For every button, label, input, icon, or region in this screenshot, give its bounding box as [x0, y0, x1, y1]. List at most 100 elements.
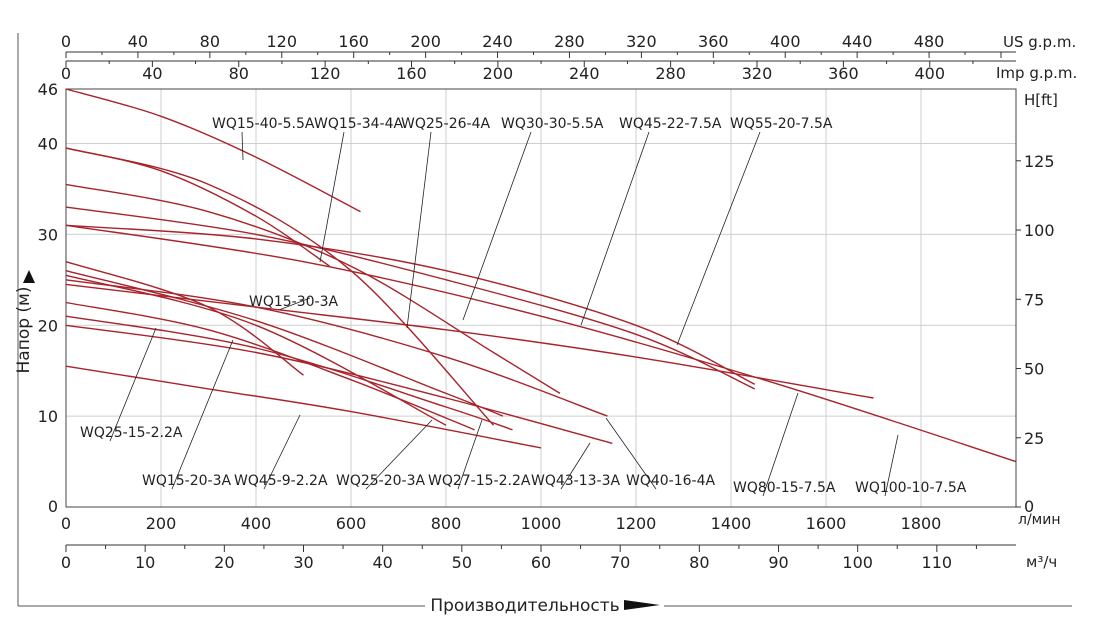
impgpm-tick-label: 360 — [828, 64, 859, 83]
impgpm-tick-label: 400 — [914, 64, 945, 83]
grid — [66, 89, 1016, 507]
head-ft-tick-label: 0 — [1024, 497, 1034, 516]
m3h-tick-label: 20 — [214, 553, 234, 572]
impgpm-tick-label: 200 — [483, 64, 514, 83]
m3h-tick-label: 80 — [689, 553, 709, 572]
pump-curve — [65, 365, 542, 449]
curve-label: WQ55-20-7.5A — [730, 116, 833, 132]
head-ft-axis: 0 25 50 75 100 125 — [1016, 152, 1055, 516]
head-m-tick-label: 10 — [38, 407, 58, 426]
curve-label-leader — [884, 434, 899, 497]
head-m-tick-label: 30 — [38, 225, 58, 244]
lmin-unit-label: л/мин — [1018, 512, 1060, 528]
curve-label-leader — [462, 131, 532, 321]
m3h-tick-label: 60 — [531, 553, 551, 572]
usgpm-tick-label: 240 — [482, 32, 513, 51]
pump-curve — [65, 270, 504, 417]
usgpm-tick-label: 200 — [410, 32, 441, 51]
curve-label-leader — [406, 131, 432, 329]
usgpm-tick-label: 440 — [842, 32, 873, 51]
pump-curve — [65, 283, 874, 399]
m3h-tick-label: 70 — [610, 553, 630, 572]
usgpm-tick-label: 360 — [698, 32, 729, 51]
m3h-tick-label: 30 — [293, 553, 313, 572]
pump-curve — [65, 147, 330, 267]
m3h-unit-label: м³/ч — [1026, 553, 1057, 571]
head-ft-tick-label: 50 — [1024, 360, 1044, 379]
head-m-tick-label: 46 — [38, 80, 58, 99]
impgpm-tick-label: 280 — [655, 64, 686, 83]
curve-label-leader — [457, 419, 483, 490]
curve-label: WQ45-22-7.5A — [619, 116, 722, 132]
m3h-tick-label: 100 — [842, 553, 873, 572]
pump-curve — [65, 206, 756, 390]
curve-label-leader — [365, 419, 433, 490]
impgpm-tick-label: 120 — [310, 64, 341, 83]
m3h-tick-label: 90 — [768, 553, 788, 572]
m3h-tick-label: 10 — [135, 553, 155, 572]
impgpm-tick-label: 240 — [569, 64, 600, 83]
pump-curve — [65, 224, 756, 385]
impgpm-tick-label: 40 — [142, 64, 162, 83]
lmin-tick-label: 600 — [336, 514, 367, 533]
y-axis-arrow-icon — [23, 270, 35, 283]
y-axis-title: Напор (м) — [14, 286, 34, 373]
curve-label: WQ25-15-2.2A — [80, 425, 183, 441]
usgpm-tick-label: 280 — [554, 32, 585, 51]
head-ft-tick-label: 25 — [1024, 429, 1044, 448]
curve-label: WQ25-20-3A — [336, 473, 426, 489]
lmin-tick-label: 0 — [61, 514, 71, 533]
impgpm-tick-label: 320 — [742, 64, 773, 83]
curve-label-leader — [605, 417, 657, 490]
lmin-axis: 0 200 400 600 800 1000 1200 1400 1600 1800 — [61, 514, 941, 533]
m3h-tick-label: 0 — [61, 553, 71, 572]
impgpm-unit-label: Imp g.p.m. — [996, 64, 1077, 82]
curve-label: WQ45-9-2.2A — [234, 473, 328, 489]
lmin-tick-label: 1000 — [521, 514, 562, 533]
curve-label: WQ25-26-4A — [401, 116, 491, 132]
pump-curve — [65, 301, 475, 431]
lmin-tick-label: 800 — [431, 514, 462, 533]
pump-curve — [65, 279, 608, 417]
curve-label-leader — [241, 131, 244, 161]
usgpm-unit-label: US g.p.m. — [1003, 33, 1076, 51]
curve-label-leader — [560, 442, 591, 490]
curve-label: WQ40-16-4A — [626, 473, 716, 489]
head-m-axis: 0 10 20 30 40 46 — [38, 80, 58, 516]
usgpm-tick-label: 160 — [338, 32, 369, 51]
x-axis-arrow-icon — [624, 600, 660, 610]
curve-label-leader — [319, 131, 345, 263]
lmin-tick-label: 200 — [146, 514, 177, 533]
lmin-tick-label: 1400 — [711, 514, 752, 533]
curve-label: WQ80-15-7.5A — [733, 480, 836, 496]
y-axis-title-group: Напор (м) — [14, 286, 34, 373]
head-m-tick-label: 40 — [38, 135, 58, 154]
x-axis-title: Производительность — [430, 596, 619, 616]
curve-label-leader — [278, 297, 311, 311]
usgpm-tick-label: 400 — [770, 32, 801, 51]
curve-label: WQ27-15-2.2A — [428, 473, 531, 489]
m3h-tick-label: 110 — [922, 553, 953, 572]
curve-label-leader — [263, 414, 301, 490]
outer-frame — [17, 33, 1072, 607]
impgpm-tick-label: 0 — [61, 64, 71, 83]
m3h-axis: 0 10 20 30 40 50 60 70 80 90 100 110 — [61, 545, 977, 572]
pump-curves — [65, 88, 1017, 463]
lmin-tick-label: 1800 — [901, 514, 942, 533]
pump-curve — [65, 183, 561, 394]
curve-label: WQ43-13-3A — [531, 473, 621, 489]
usgpm-axis: 0 40 80 120 160 200 240 280 320 360 400 440 480 — [61, 32, 1002, 58]
curve-label-leader — [676, 131, 761, 346]
pump-curve — [65, 324, 613, 445]
pump-curve — [65, 147, 495, 426]
curve-label-leader — [109, 327, 157, 442]
lmin-tick-label: 1600 — [806, 514, 847, 533]
lmin-tick-label: 1200 — [616, 514, 657, 533]
curve-label-leader — [580, 131, 650, 326]
curve-label-leader — [762, 392, 799, 497]
pump-curve — [65, 224, 1017, 463]
m3h-tick-label: 50 — [452, 553, 472, 572]
head-m-tick-label: 20 — [38, 316, 58, 335]
